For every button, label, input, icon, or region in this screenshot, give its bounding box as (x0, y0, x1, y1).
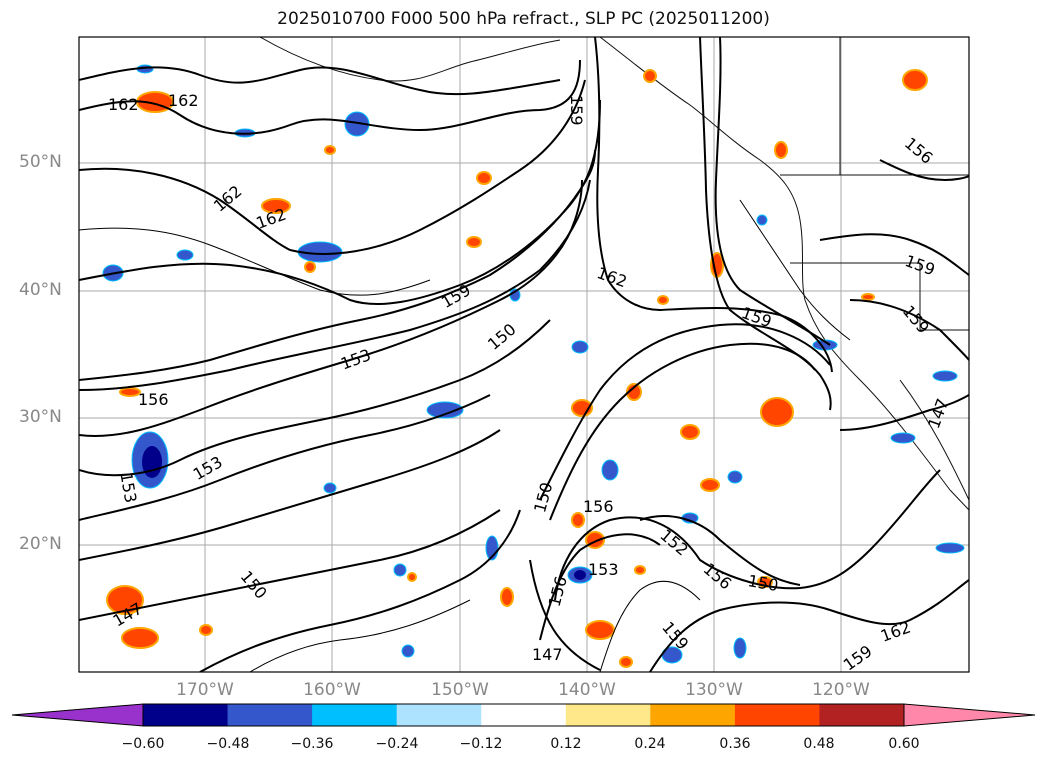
colorbar-tick: 0.24 (634, 736, 666, 752)
colorbar-tick: 0.12 (550, 736, 582, 752)
lon-label-130w: 130°W (685, 680, 743, 700)
colorbar-tick: −0.36 (290, 736, 334, 752)
lon-label-170w: 170°W (176, 680, 234, 700)
lat-label-50n: 50°N (19, 152, 62, 172)
coastlines (259, 37, 969, 511)
anomaly-shading (102, 64, 965, 668)
lon-label-120w: 120°W (812, 680, 870, 700)
contour-label: 147 (532, 645, 563, 664)
contours (79, 37, 969, 672)
colorbar-tick: −0.24 (375, 736, 419, 752)
contour-label: 153 (588, 560, 619, 579)
map-frame (78, 36, 970, 673)
colorbar-tick: −0.48 (206, 736, 250, 752)
lat-label-30n: 30°N (19, 407, 62, 427)
lat-label-20n: 20°N (19, 534, 62, 554)
colorbar-tick: 0.48 (803, 736, 835, 752)
contour-label: 162 (108, 95, 139, 114)
lat-label-40n: 40°N (19, 280, 62, 300)
colorbar-tick: 0.36 (719, 736, 751, 752)
contour-label: 159 (567, 95, 586, 126)
map-title: 2025010700 F000 500 hPa refract., SLP PC… (277, 9, 770, 29)
colorbar-tick: −0.60 (121, 736, 165, 752)
lon-label-140w: 140°W (558, 680, 616, 700)
contour-label: 162 (168, 91, 199, 110)
colorbar-tick: −0.12 (459, 736, 503, 752)
gridlines (79, 37, 969, 672)
contour-label: 156 (583, 497, 614, 516)
contour-label: 156 (138, 390, 169, 409)
lon-label-150w: 150°W (431, 680, 489, 700)
lon-label-160w: 160°W (303, 680, 361, 700)
contours-thin (79, 199, 851, 672)
colorbar-tick: 0.60 (888, 736, 920, 752)
